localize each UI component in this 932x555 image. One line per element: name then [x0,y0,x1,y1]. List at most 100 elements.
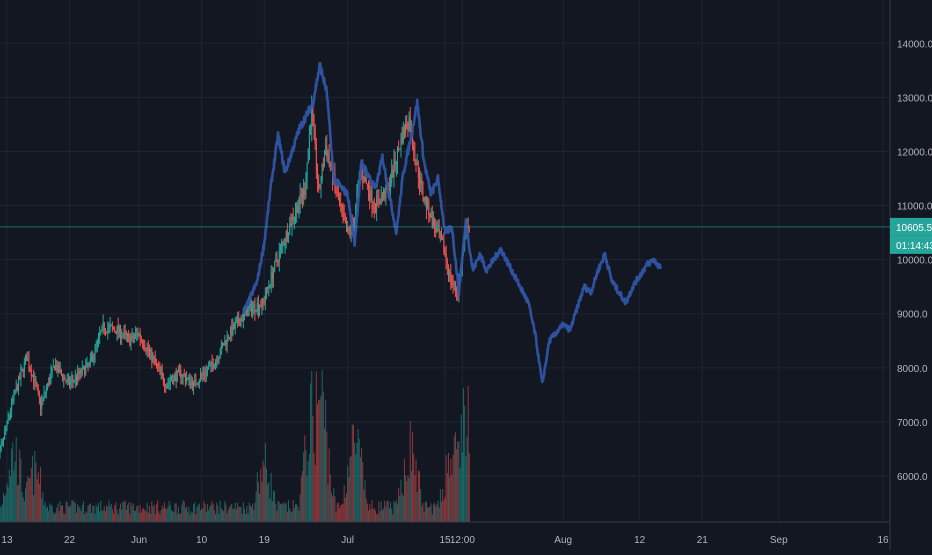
candle-body [117,325,119,332]
volume-bar [72,500,74,522]
volume-bar [457,441,459,522]
volume-bar [154,513,156,522]
volume-bar [463,388,465,522]
volume-bar [210,504,212,522]
volume-bar [284,504,286,522]
volume-bar [427,507,429,522]
candle-body [188,377,190,379]
candle-body [421,178,423,185]
candle-body [314,129,316,145]
candle-body [270,272,272,287]
volume-bar [52,512,54,522]
countdown-tag [890,235,932,254]
volume-bar [381,510,383,522]
candle-body [79,369,81,375]
candle-body [325,146,327,155]
volume-bar [84,514,86,522]
candle-body [33,375,35,383]
candle-body [130,339,132,345]
candle-body [283,242,285,245]
volume-bar [408,477,410,522]
candle-body [451,284,453,286]
volume-bar [62,505,64,522]
volume-bar [99,511,101,522]
candle-body [250,302,252,313]
volume-bar [93,505,95,522]
candle-layer [0,95,470,459]
volume-bar [226,513,228,522]
volume-bar [289,508,291,522]
volume-bar [362,462,364,522]
volume-bar [288,500,290,522]
candle-body [58,364,60,373]
volume-bar [196,506,198,522]
volume-bar [413,453,415,522]
candle-body [272,271,274,280]
candle-body [228,337,230,339]
volume-bar [87,505,89,522]
volume-bar [296,503,298,522]
candle-body [444,252,446,254]
volume-bar [262,460,264,522]
candle-body [93,355,95,361]
candle-body [209,364,211,367]
candle-body [92,356,94,361]
volume-bar [385,506,387,522]
candle-body [428,200,430,216]
candle-body [152,356,154,362]
candle-body [181,377,183,379]
candle-body [347,226,349,232]
candle-body [108,326,110,329]
candle-body [40,398,42,409]
candle-body [31,375,33,377]
x-tick-label: 12:00 [450,535,475,546]
candle-body [57,364,59,372]
volume-bar [169,505,171,522]
candle-body [176,370,178,381]
candle-body [137,332,139,335]
volume-bar [452,455,454,522]
candle-body [310,128,312,135]
candle-body [267,287,269,289]
volume-bar [414,475,416,522]
candle-body [362,169,364,179]
candle-body [323,154,325,166]
candle-body [264,296,266,303]
candle-body [11,401,13,412]
candle-body [222,344,223,346]
volume-bar [198,503,200,522]
y-tick-label: 7000.0 [897,418,928,429]
x-tick-label: 15 [439,535,451,546]
candle-body [292,217,294,221]
volume-bar [410,470,412,522]
candle-body [4,431,6,440]
volume-bar [199,510,201,522]
volume-bar [224,500,226,522]
volume-bar [337,502,339,522]
volume-bar [133,510,135,522]
volume-bar [232,508,234,522]
candle-body [135,333,137,337]
candle-body [104,330,106,332]
volume-bar [161,505,163,522]
volume-bar [441,501,443,522]
volume-bar [445,455,447,522]
volume-bar [41,498,43,522]
volume-bar [237,502,239,522]
candle-body [233,324,235,329]
volume-bar [402,495,404,522]
volume-bar [11,448,13,522]
volume-bar [158,511,160,522]
candle-body [196,383,198,385]
candle-body [256,303,258,312]
volume-bar [351,424,353,522]
candle-body [131,335,133,340]
volume-bar [328,448,330,522]
projection-line [242,61,662,384]
candle-body [146,347,148,351]
volume-bar [202,508,204,522]
candle-body [14,392,16,394]
volume-bar [339,508,341,522]
